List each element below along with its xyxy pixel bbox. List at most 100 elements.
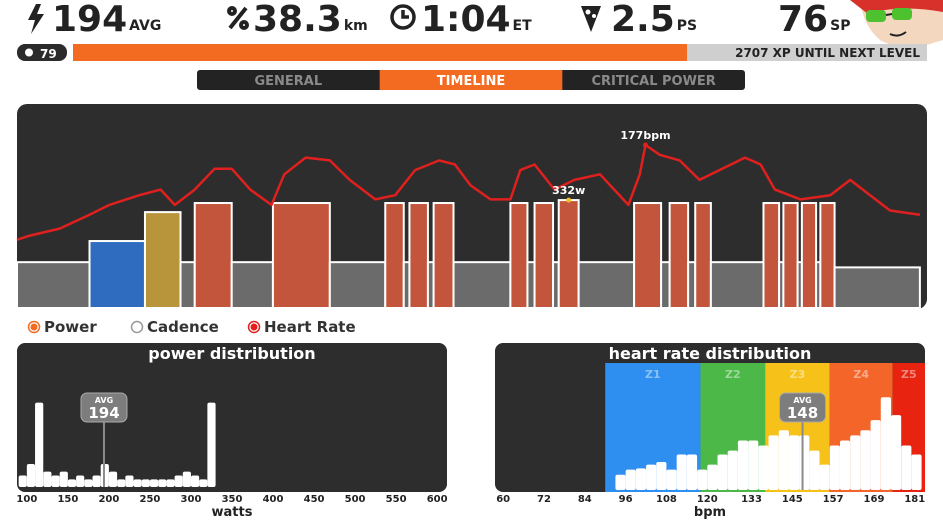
histogram-bar — [717, 454, 728, 490]
histogram-bar — [635, 468, 647, 490]
power-segment — [179, 261, 196, 309]
zone-label: Z3 — [790, 368, 806, 381]
histogram-bar — [788, 435, 800, 490]
power-segment — [328, 261, 387, 309]
x-tick-label: 181 — [904, 494, 925, 505]
power-segment — [782, 202, 799, 309]
x-tick-label: 120 — [697, 494, 718, 505]
x-tick-label: 96 — [619, 494, 633, 505]
x-tick-label: 500 — [345, 494, 366, 505]
x-tick-label: 157 — [823, 494, 844, 505]
tab-active — [379, 70, 563, 90]
histogram-bar — [676, 454, 687, 490]
zone-label: Z2 — [725, 368, 741, 381]
power-segment — [533, 202, 555, 309]
pizza-icon — [581, 6, 601, 32]
stat-value: 2.5 — [611, 0, 675, 40]
histogram-bar — [819, 464, 830, 490]
power-segment — [800, 202, 818, 309]
x-tick-label: 108 — [656, 494, 677, 505]
histogram-bar — [911, 454, 922, 490]
histogram-bar — [748, 440, 759, 490]
histogram-bar — [133, 479, 142, 487]
annotation: 332w — [552, 184, 585, 197]
annotation-dot — [566, 197, 572, 203]
x-axis-label: watts — [212, 505, 253, 520]
histogram-bar — [43, 471, 52, 487]
tab: TIMELINE — [437, 74, 505, 89]
time-icon — [390, 4, 416, 30]
stat-value: 1:04 — [421, 0, 511, 40]
histogram-bar — [92, 475, 101, 487]
avatar — [850, 0, 943, 48]
power-segment — [452, 261, 512, 309]
level-badge — [17, 44, 67, 61]
x-tick-label: 169 — [864, 494, 885, 505]
x-tick-label: 250 — [140, 494, 161, 505]
x-tick-label: 60 — [496, 494, 510, 505]
legend-label: Power — [44, 318, 97, 336]
histogram-bar — [768, 435, 779, 490]
histogram-bar — [190, 475, 200, 487]
histogram-bar — [207, 402, 216, 487]
power-distribution-panel — [17, 343, 447, 492]
distance-icon — [227, 6, 249, 30]
xp-fill — [73, 44, 687, 61]
power-segment — [660, 261, 671, 309]
zone-label: Z5 — [901, 368, 917, 381]
zone-label: Z4 — [853, 368, 869, 381]
x-axis-label: bpm — [694, 505, 726, 520]
histogram-title: heart rate distribution — [609, 344, 812, 363]
power-segment — [408, 202, 429, 309]
power-segment — [709, 261, 765, 309]
histogram-bar — [697, 469, 708, 490]
histogram-bar — [870, 420, 881, 490]
stat-value: 38.3 — [253, 0, 342, 40]
histogram-bar — [829, 445, 840, 490]
power-segment — [819, 202, 836, 309]
histogram-bar — [125, 475, 134, 487]
stat-unit: ET — [513, 18, 533, 34]
x-tick-label: 100 — [16, 494, 37, 505]
histogram-bar — [880, 397, 891, 490]
level: 79 — [40, 47, 57, 61]
histogram-bar — [737, 440, 749, 490]
x-tick-label: 145 — [782, 494, 803, 505]
power-segment — [526, 261, 536, 309]
legend-icon — [130, 320, 144, 334]
x-tick-label: 84 — [578, 494, 592, 505]
avg-value: 194 — [88, 404, 119, 422]
avg-badge — [779, 392, 827, 423]
power-segment — [762, 202, 781, 309]
histogram-bar — [799, 435, 810, 490]
histogram-bar — [182, 471, 191, 487]
stat-unit: km — [344, 18, 368, 34]
histogram-bar — [51, 475, 60, 487]
histogram-bar — [35, 402, 44, 487]
tab: GENERAL — [254, 74, 322, 89]
histogram-bar — [141, 479, 150, 487]
x-tick-label: 200 — [98, 494, 119, 505]
avg-value: 148 — [787, 404, 818, 422]
histogram-bar — [901, 445, 912, 490]
histogram-bar — [174, 475, 183, 487]
level-icon — [25, 48, 33, 57]
stat-unit: SP — [830, 18, 850, 34]
power-segment — [577, 261, 636, 309]
x-tick-label: 133 — [741, 494, 762, 505]
histogram-bar — [59, 471, 68, 487]
histogram-bar — [686, 454, 698, 490]
power-segment — [833, 266, 921, 309]
power-segment — [694, 202, 712, 309]
histogram-bar — [108, 471, 118, 487]
stat-unit: AVG — [129, 18, 161, 34]
x-tick-label: 600 — [427, 494, 448, 505]
histogram-bar — [166, 479, 175, 487]
stat-unit: PS — [677, 18, 697, 34]
histogram-bar — [727, 450, 738, 490]
histogram-bar — [199, 479, 208, 487]
power-segment — [143, 211, 182, 309]
histogram-bar — [890, 415, 902, 490]
histogram-bar — [84, 479, 93, 487]
